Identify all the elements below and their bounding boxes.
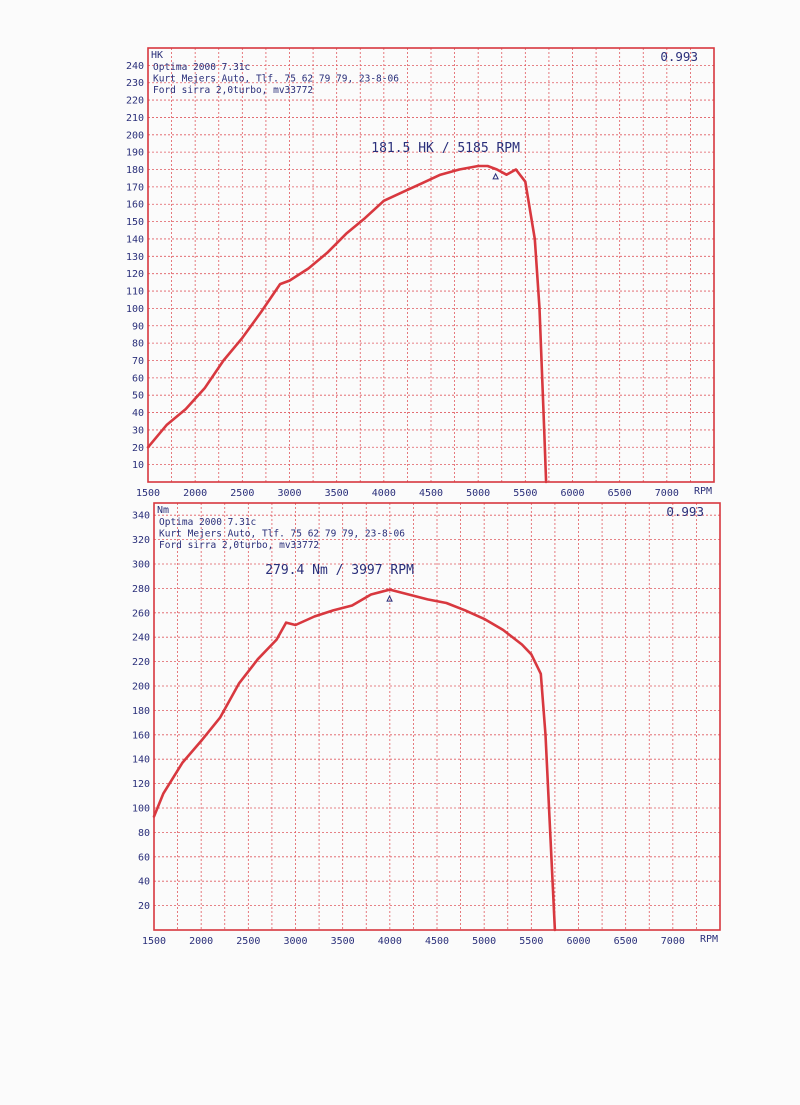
x-tick-label: 5500 — [519, 936, 543, 947]
x-tick-label: 5000 — [472, 936, 496, 947]
y-tick-label: 80 — [138, 828, 150, 839]
power-curve — [152, 588, 557, 932]
y-tick-label: 20 — [132, 443, 144, 454]
y-tick-label: 100 — [126, 304, 144, 315]
x-axis-label: RPM — [700, 934, 718, 945]
x-tick-label: 6000 — [566, 936, 590, 947]
y-tick-label: 140 — [126, 234, 144, 245]
x-axis-label: RPM — [694, 486, 712, 497]
peak-marker — [386, 595, 393, 602]
y-tick-label: 130 — [126, 252, 144, 263]
y-tick-label: 170 — [126, 182, 144, 193]
y-tick-label: 240 — [132, 633, 150, 644]
x-tick-label: 4500 — [425, 936, 449, 947]
x-tick-label: 3500 — [325, 488, 349, 499]
x-tick-label: 4000 — [372, 488, 396, 499]
y-tick-label: 80 — [132, 339, 144, 350]
y-tick-label: 90 — [132, 321, 144, 332]
x-tick-label: 6500 — [614, 936, 638, 947]
x-tick-label: 2500 — [230, 488, 254, 499]
x-tick-label: 2500 — [236, 936, 260, 947]
peak-label: 279.4 Nm / 3997 RPM — [265, 563, 414, 578]
info-line: Kurt Mejers Auto, Tlf. 75 62 79 79, 23-8… — [153, 74, 399, 85]
x-tick-label: 6500 — [608, 488, 632, 499]
x-tick-label: 5500 — [513, 488, 537, 499]
y-tick-label: 110 — [126, 287, 144, 298]
y-tick-label: 280 — [132, 584, 150, 595]
y-tick-label: 150 — [126, 217, 144, 228]
y-tick-label: 40 — [138, 877, 150, 888]
x-tick-label: 3000 — [277, 488, 301, 499]
power-curve — [146, 164, 548, 484]
peak-marker — [492, 172, 499, 180]
info-line: Kurt Mejers Auto, Tlf. 75 62 79 79, 23-8… — [159, 529, 405, 540]
y-tick-label: 200 — [132, 682, 150, 693]
y-tick-label: 300 — [132, 560, 150, 571]
y-tick-label: 120 — [126, 269, 144, 280]
y-tick-label: 60 — [132, 373, 144, 384]
x-tick-label: 4000 — [378, 936, 402, 947]
x-tick-label: 5000 — [466, 488, 490, 499]
y-tick-label: 230 — [126, 78, 144, 89]
x-tick-label: 1500 — [142, 936, 166, 947]
peak-label: 181.5 HK / 5185 RPM — [371, 141, 520, 156]
y-tick-label: 190 — [126, 148, 144, 159]
y-tick-label: 160 — [126, 200, 144, 211]
y-tick-label: 320 — [132, 535, 150, 546]
y-tick-label: 160 — [132, 730, 150, 741]
y-tick-label: 50 — [132, 391, 144, 402]
y-tick-label: 10 — [132, 460, 144, 471]
x-tick-label: 4500 — [419, 488, 443, 499]
x-tick-label: 3500 — [331, 936, 355, 947]
y-tick-label: 200 — [126, 130, 144, 141]
x-tick-label: 2000 — [189, 936, 213, 947]
chart-frame — [153, 502, 721, 931]
y-tick-label: 220 — [132, 657, 150, 668]
y-tick-label: 30 — [132, 425, 144, 436]
y-tick-label: 100 — [132, 804, 150, 815]
y-tick-label: 220 — [126, 96, 144, 107]
y-tick-label: 120 — [132, 779, 150, 790]
y-tick-label: 140 — [132, 755, 150, 766]
y-tick-label: 210 — [126, 113, 144, 124]
y-axis-label: Nm — [157, 505, 169, 516]
info-line: Ford sirra 2,0turbo, mv33772 — [153, 85, 313, 96]
y-axis-label: HK — [151, 50, 163, 61]
chart-panel-1: 10 20 30 40 50 60 70 80 90 100 110 120 130 140 150 160 1… — [126, 47, 715, 499]
x-tick-label: 3000 — [283, 936, 307, 947]
y-tick-label: 340 — [132, 511, 150, 522]
y-tick-label: 20 — [138, 901, 150, 912]
y-tick-label: 260 — [132, 608, 150, 619]
y-tick-label: 60 — [138, 852, 150, 863]
x-tick-label: 2000 — [183, 488, 207, 499]
info-line: Optima 2000 7.31c — [159, 517, 256, 528]
y-tick-label: 70 — [132, 356, 144, 367]
correction-factor: 0.993 — [666, 504, 704, 519]
x-tick-label: 7000 — [661, 936, 685, 947]
chart-frame — [147, 47, 715, 483]
x-tick-label: 7000 — [655, 488, 679, 499]
y-tick-label: 180 — [132, 706, 150, 717]
y-tick-label: 40 — [132, 408, 144, 419]
chart-panel-2: 20 40 60 80 100 120 140 160 180 200 220 240 260 280 30… — [132, 502, 721, 947]
y-tick-label: 240 — [126, 61, 144, 72]
correction-factor: 0.993 — [660, 49, 698, 64]
x-tick-label: 6000 — [560, 488, 584, 499]
y-tick-label: 180 — [126, 165, 144, 176]
info-line: Ford sirra 2,0turbo, mv33772 — [159, 540, 319, 551]
info-line: Optima 2000 7.31c — [153, 62, 250, 73]
x-tick-label: 1500 — [136, 488, 160, 499]
